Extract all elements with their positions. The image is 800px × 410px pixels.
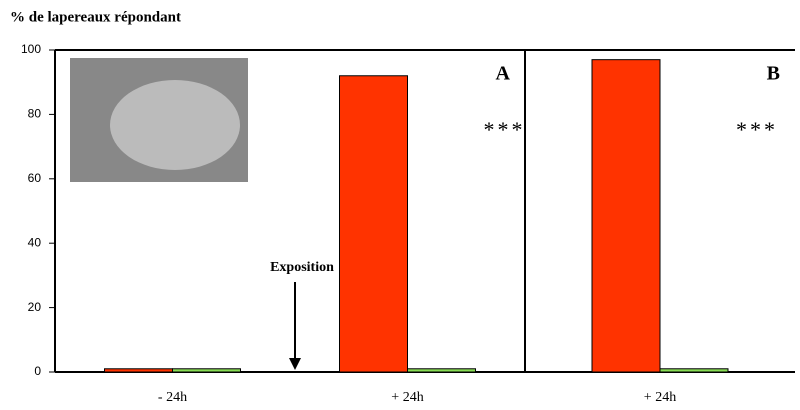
bar (592, 60, 660, 372)
photo-subject (110, 80, 240, 170)
y-tick-label: 20 (28, 300, 42, 314)
bar (105, 369, 173, 372)
arrow-head (289, 358, 301, 370)
y-axis-label: % de lapereaux répondant (10, 9, 181, 25)
y-tick-label: 60 (28, 171, 42, 185)
bar (660, 369, 728, 372)
panel-label: A (496, 63, 511, 85)
x-tick-label: + 24h (644, 390, 676, 405)
x-tick-label: - 24h (158, 390, 187, 405)
significance: *** (484, 117, 526, 142)
exposition-label: Exposition (270, 260, 334, 275)
bar (173, 369, 241, 372)
bar (408, 369, 476, 372)
panel-label: B (767, 63, 780, 85)
x-tick-label: + 24h (391, 390, 423, 405)
y-tick-label: 100 (21, 42, 41, 56)
y-tick-label: 80 (28, 107, 42, 121)
chart: % de lapereaux répondant 0 20 40 60 80 100 A - … (0, 0, 800, 410)
significance: *** (736, 117, 778, 142)
y-tick-label: 0 (34, 364, 41, 378)
bar (340, 76, 408, 372)
y-tick-label: 40 (28, 235, 42, 249)
